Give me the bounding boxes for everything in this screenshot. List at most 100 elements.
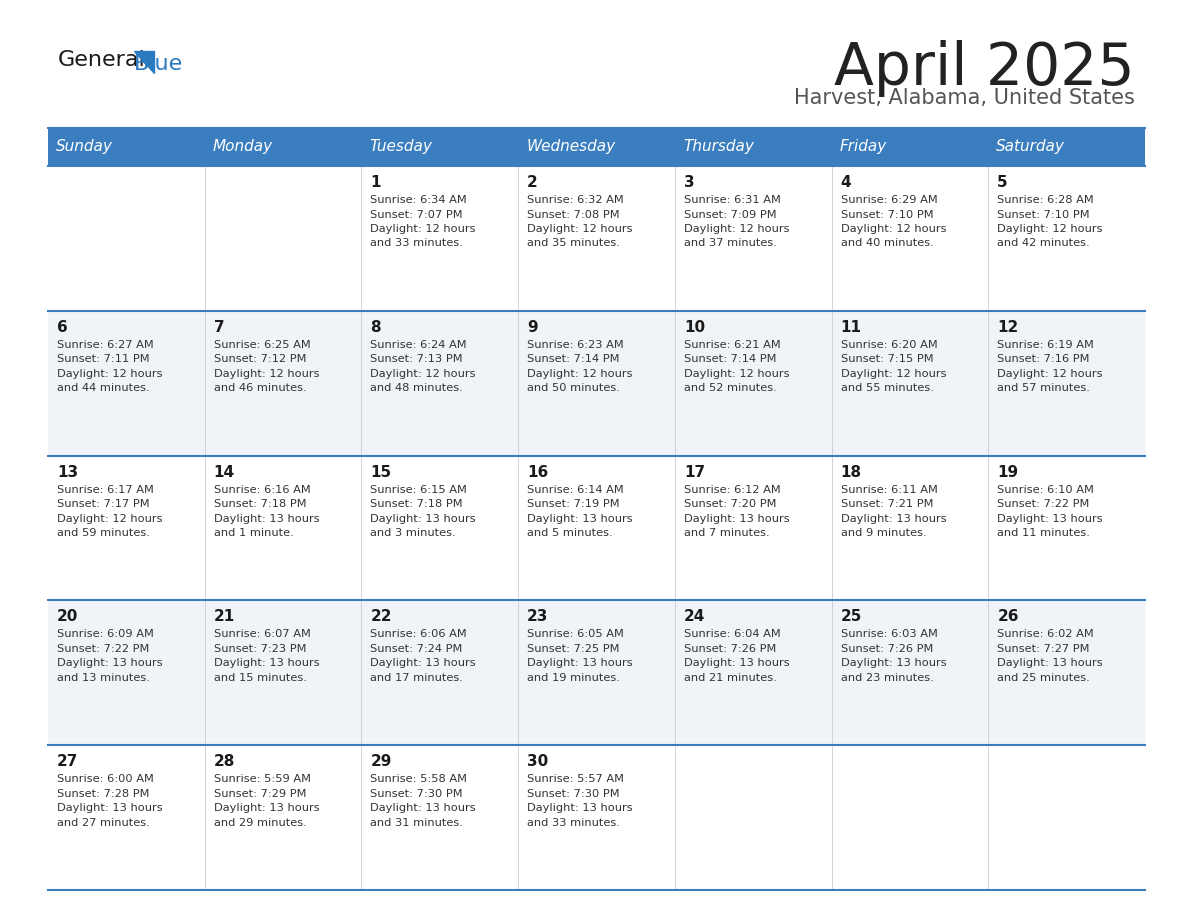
Text: 14: 14 <box>214 465 235 479</box>
Text: Sunset: 7:26 PM: Sunset: 7:26 PM <box>684 644 776 654</box>
Text: 11: 11 <box>841 319 861 335</box>
Text: Sunrise: 6:07 AM: Sunrise: 6:07 AM <box>214 630 310 640</box>
Bar <box>48 600 1145 745</box>
Text: and 29 minutes.: and 29 minutes. <box>214 818 307 828</box>
Text: and 37 minutes.: and 37 minutes. <box>684 239 777 249</box>
Text: Sunrise: 6:04 AM: Sunrise: 6:04 AM <box>684 630 781 640</box>
Text: Sunrise: 6:17 AM: Sunrise: 6:17 AM <box>57 485 154 495</box>
Text: Harvest, Alabama, United States: Harvest, Alabama, United States <box>794 88 1135 108</box>
Text: Sunday: Sunday <box>56 140 113 154</box>
Text: and 25 minutes.: and 25 minutes. <box>997 673 1091 683</box>
Text: and 31 minutes.: and 31 minutes. <box>371 818 463 828</box>
Text: 5: 5 <box>997 175 1007 190</box>
Text: Daylight: 13 hours: Daylight: 13 hours <box>371 803 476 813</box>
Text: and 7 minutes.: and 7 minutes. <box>684 528 770 538</box>
Bar <box>48 455 1145 600</box>
Text: 30: 30 <box>527 755 549 769</box>
Text: Sunset: 7:30 PM: Sunset: 7:30 PM <box>527 789 620 799</box>
Text: Sunset: 7:23 PM: Sunset: 7:23 PM <box>214 644 307 654</box>
Text: Daylight: 13 hours: Daylight: 13 hours <box>527 513 633 523</box>
Text: Sunrise: 6:29 AM: Sunrise: 6:29 AM <box>841 195 937 205</box>
Text: 16: 16 <box>527 465 549 479</box>
Text: Blue: Blue <box>134 54 183 74</box>
Text: and 9 minutes.: and 9 minutes. <box>841 528 927 538</box>
Text: Sunrise: 6:20 AM: Sunrise: 6:20 AM <box>841 340 937 350</box>
Text: Sunrise: 6:06 AM: Sunrise: 6:06 AM <box>371 630 467 640</box>
Text: Daylight: 13 hours: Daylight: 13 hours <box>527 803 633 813</box>
Text: and 5 minutes.: and 5 minutes. <box>527 528 613 538</box>
Text: and 13 minutes.: and 13 minutes. <box>57 673 150 683</box>
Text: Sunset: 7:27 PM: Sunset: 7:27 PM <box>997 644 1089 654</box>
Text: and 46 minutes.: and 46 minutes. <box>214 384 307 393</box>
Text: Daylight: 12 hours: Daylight: 12 hours <box>684 224 789 234</box>
Text: Sunrise: 6:00 AM: Sunrise: 6:00 AM <box>57 774 154 784</box>
Text: 23: 23 <box>527 610 549 624</box>
Text: 22: 22 <box>371 610 392 624</box>
Text: Sunset: 7:08 PM: Sunset: 7:08 PM <box>527 209 620 219</box>
Text: and 17 minutes.: and 17 minutes. <box>371 673 463 683</box>
Text: Sunset: 7:25 PM: Sunset: 7:25 PM <box>527 644 620 654</box>
Text: Sunset: 7:30 PM: Sunset: 7:30 PM <box>371 789 463 799</box>
Text: Sunrise: 6:19 AM: Sunrise: 6:19 AM <box>997 340 1094 350</box>
Text: Daylight: 12 hours: Daylight: 12 hours <box>527 369 633 379</box>
Text: Sunset: 7:07 PM: Sunset: 7:07 PM <box>371 209 463 219</box>
Text: 6: 6 <box>57 319 68 335</box>
Text: Daylight: 13 hours: Daylight: 13 hours <box>684 513 790 523</box>
Text: Daylight: 13 hours: Daylight: 13 hours <box>997 658 1102 668</box>
Text: Sunset: 7:17 PM: Sunset: 7:17 PM <box>57 499 150 509</box>
Text: and 55 minutes.: and 55 minutes. <box>841 384 934 393</box>
Text: and 42 minutes.: and 42 minutes. <box>997 239 1089 249</box>
Text: Daylight: 13 hours: Daylight: 13 hours <box>57 658 163 668</box>
Text: Sunrise: 6:11 AM: Sunrise: 6:11 AM <box>841 485 937 495</box>
Text: 24: 24 <box>684 610 706 624</box>
Text: Sunrise: 6:32 AM: Sunrise: 6:32 AM <box>527 195 624 205</box>
Text: Daylight: 13 hours: Daylight: 13 hours <box>527 658 633 668</box>
Text: Daylight: 13 hours: Daylight: 13 hours <box>371 513 476 523</box>
Text: Daylight: 12 hours: Daylight: 12 hours <box>841 369 946 379</box>
Text: 10: 10 <box>684 319 704 335</box>
Text: and 19 minutes.: and 19 minutes. <box>527 673 620 683</box>
Text: Sunset: 7:15 PM: Sunset: 7:15 PM <box>841 354 934 364</box>
Text: 7: 7 <box>214 319 225 335</box>
Text: and 21 minutes.: and 21 minutes. <box>684 673 777 683</box>
Text: and 15 minutes.: and 15 minutes. <box>214 673 307 683</box>
Text: Sunset: 7:18 PM: Sunset: 7:18 PM <box>371 499 463 509</box>
Text: Sunrise: 6:34 AM: Sunrise: 6:34 AM <box>371 195 467 205</box>
Bar <box>48 166 1145 311</box>
Text: 2: 2 <box>527 175 538 190</box>
Text: Sunset: 7:14 PM: Sunset: 7:14 PM <box>684 354 776 364</box>
Text: Daylight: 12 hours: Daylight: 12 hours <box>841 224 946 234</box>
Text: and 33 minutes.: and 33 minutes. <box>371 239 463 249</box>
Text: Sunrise: 6:24 AM: Sunrise: 6:24 AM <box>371 340 467 350</box>
Text: Sunrise: 6:15 AM: Sunrise: 6:15 AM <box>371 485 467 495</box>
Text: and 40 minutes.: and 40 minutes. <box>841 239 934 249</box>
Text: 1: 1 <box>371 175 381 190</box>
Text: and 27 minutes.: and 27 minutes. <box>57 818 150 828</box>
Text: and 50 minutes.: and 50 minutes. <box>527 384 620 393</box>
Text: Sunset: 7:29 PM: Sunset: 7:29 PM <box>214 789 307 799</box>
Text: Sunset: 7:19 PM: Sunset: 7:19 PM <box>527 499 620 509</box>
Polygon shape <box>134 51 154 73</box>
Text: Sunrise: 6:27 AM: Sunrise: 6:27 AM <box>57 340 153 350</box>
Text: Sunset: 7:14 PM: Sunset: 7:14 PM <box>527 354 620 364</box>
Text: Sunrise: 6:10 AM: Sunrise: 6:10 AM <box>997 485 1094 495</box>
Text: Daylight: 12 hours: Daylight: 12 hours <box>214 369 320 379</box>
Text: and 59 minutes.: and 59 minutes. <box>57 528 150 538</box>
Text: 12: 12 <box>997 319 1018 335</box>
Text: Saturday: Saturday <box>997 140 1066 154</box>
Text: and 44 minutes.: and 44 minutes. <box>57 384 150 393</box>
Text: Sunrise: 6:31 AM: Sunrise: 6:31 AM <box>684 195 781 205</box>
Text: Daylight: 12 hours: Daylight: 12 hours <box>371 369 476 379</box>
Text: 27: 27 <box>57 755 78 769</box>
Text: Sunrise: 6:25 AM: Sunrise: 6:25 AM <box>214 340 310 350</box>
Text: Daylight: 12 hours: Daylight: 12 hours <box>997 224 1102 234</box>
Text: Friday: Friday <box>840 140 886 154</box>
Text: Daylight: 12 hours: Daylight: 12 hours <box>527 224 633 234</box>
Text: Sunset: 7:28 PM: Sunset: 7:28 PM <box>57 789 150 799</box>
Text: Thursday: Thursday <box>683 140 753 154</box>
Text: 13: 13 <box>57 465 78 479</box>
Text: Daylight: 13 hours: Daylight: 13 hours <box>684 658 790 668</box>
Text: 18: 18 <box>841 465 861 479</box>
Text: 20: 20 <box>57 610 78 624</box>
Text: Tuesday: Tuesday <box>369 140 432 154</box>
